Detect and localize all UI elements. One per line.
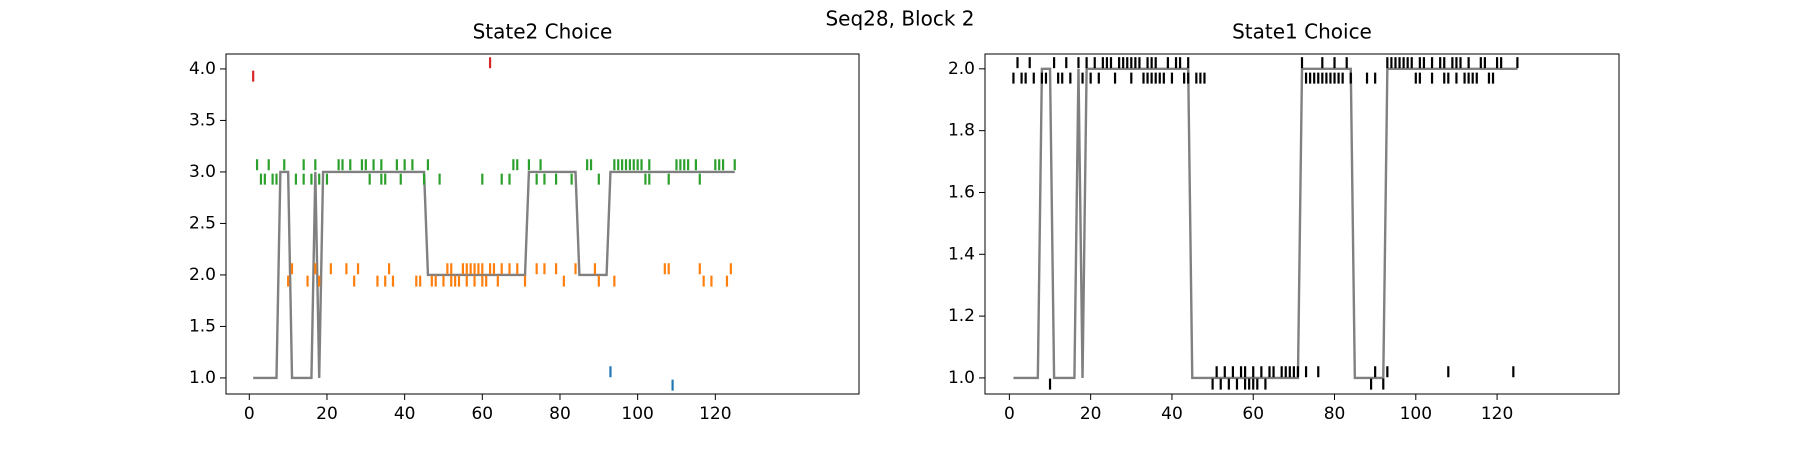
axes-frame xyxy=(225,53,860,395)
x-tick-label: 100 xyxy=(1400,404,1432,424)
y-tick-label: 3.0 xyxy=(189,162,216,182)
subplot-title: State2 Choice xyxy=(473,20,613,44)
y-tick-label: 1.4 xyxy=(948,244,975,264)
y-tick-label: 2.0 xyxy=(189,265,216,285)
y-tick-label: 3.5 xyxy=(189,110,216,130)
x-tick-label: 100 xyxy=(621,404,653,424)
y-tick-label: 1.8 xyxy=(948,121,975,141)
choice-line xyxy=(1013,67,1518,380)
x-tick-label: 40 xyxy=(394,404,416,424)
x-tick-label: 20 xyxy=(316,404,338,424)
subplot: State1 Choice 0 20 40 60 80 100 120 1.0 1.2 1.4 1.6… xyxy=(948,20,1620,424)
axes-frame xyxy=(984,53,1620,395)
x-tick-label: 0 xyxy=(1004,404,1015,424)
subplot: State2 Choice 0 20 40 60 80 100 120 1.0 1.5 2.0 2.5… xyxy=(189,20,860,424)
y-tick-label: 1.2 xyxy=(948,306,975,326)
x-tick-label: 80 xyxy=(1324,404,1346,424)
x-tick-label: 120 xyxy=(699,404,731,424)
x-tick-label: 60 xyxy=(1242,404,1264,424)
x-tick-label: 120 xyxy=(1481,404,1513,424)
x-tick-label: 0 xyxy=(244,404,255,424)
y-tick-label: 4.0 xyxy=(189,59,216,79)
x-tick-label: 80 xyxy=(549,404,571,424)
y-tick-label: 1.0 xyxy=(948,368,975,388)
y-tick-label: 1.0 xyxy=(189,368,216,388)
y-tick-label: 1.6 xyxy=(948,182,975,202)
y-tick-label: 1.5 xyxy=(189,316,216,336)
subplot-title: State1 Choice xyxy=(1232,20,1372,44)
choice-line xyxy=(253,170,735,380)
figure-title: Seq28, Block 2 xyxy=(825,7,974,31)
x-tick-label: 20 xyxy=(1080,404,1102,424)
y-tick-label: 2.0 xyxy=(948,59,975,79)
x-tick-label: 40 xyxy=(1161,404,1183,424)
x-tick-label: 60 xyxy=(471,404,493,424)
y-tick-label: 2.5 xyxy=(189,213,216,233)
